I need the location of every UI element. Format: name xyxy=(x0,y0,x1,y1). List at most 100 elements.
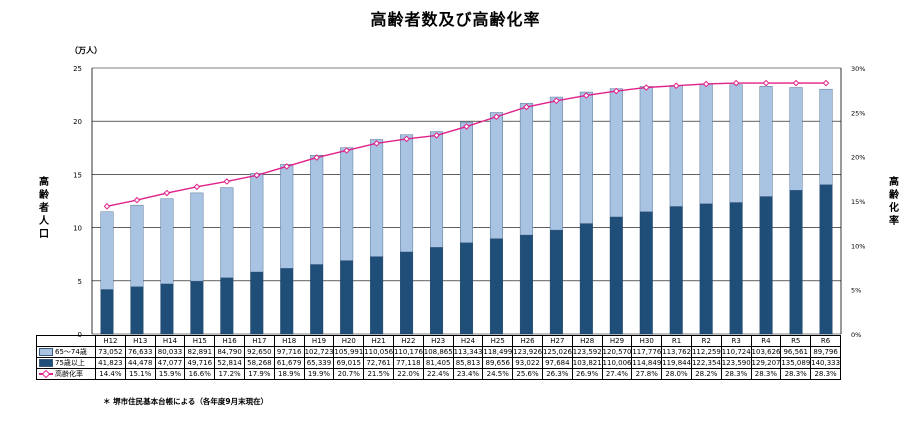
data-table: H12 H13 H14 H15 H16 H17 H18 H19 H20 H21 H22 H23 H24 H… xyxy=(36,335,841,380)
category-label: H26 xyxy=(512,335,543,347)
table-cell: 123,926 xyxy=(512,346,543,358)
bar-75-over xyxy=(160,283,174,335)
y-axis-right-label: 高齢化率 xyxy=(889,177,899,227)
table-cell: 47,077 xyxy=(154,357,186,369)
bar-75-over xyxy=(549,229,563,335)
table-row: 高齢化率 14.4% 15.1% 15.9% 16.6% 17.2% 17.9% 18.9% 1… xyxy=(36,368,841,380)
bar-75-over xyxy=(250,271,264,335)
category-label: R3 xyxy=(720,335,752,347)
table-cell: 41,823 xyxy=(95,357,126,369)
category-label: H19 xyxy=(303,335,335,347)
bar-75-over xyxy=(430,247,444,335)
table-corner xyxy=(36,335,96,347)
bar-75-over xyxy=(669,206,683,335)
y2-tick-label: 25% xyxy=(851,109,865,117)
table-header-row: H12 H13 H14 H15 H16 H17 H18 H19 H20 H21 H22 H23 H24 H… xyxy=(36,335,841,347)
table-cell: 85,813 xyxy=(452,357,484,369)
bar-75-over xyxy=(699,203,713,335)
category-label: H13 xyxy=(124,335,156,347)
legend-swatch xyxy=(39,348,53,356)
footnote: ＊ 堺市住民基本台帳による（各年度9月末現在） xyxy=(103,397,269,406)
category-label: R1 xyxy=(661,335,692,347)
y2-tick-label: 5% xyxy=(851,287,861,295)
legend-entry: 65～74歳 xyxy=(36,346,96,358)
rate-point xyxy=(553,97,560,105)
table-cell: 26.3% xyxy=(541,368,573,380)
table-cell: 26.9% xyxy=(571,368,603,380)
bar-65-74 xyxy=(340,147,354,261)
table-cell: 19.9% xyxy=(303,368,335,380)
table-cell: 72,761 xyxy=(363,357,394,369)
table-cell: 17.9% xyxy=(243,368,275,380)
category-label: H16 xyxy=(214,335,245,347)
rate-point xyxy=(583,92,590,99)
bar-65-74 xyxy=(519,102,533,236)
table-row: 75歳以上 41,823 44,478 47,077 49,716 52,814 58,26… xyxy=(36,357,841,369)
category-label: H12 xyxy=(95,335,126,347)
table-cell: 69,015 xyxy=(333,357,365,369)
table-row: 65～74歳 73,052 76,633 80,033 82,891 84,790 92,6… xyxy=(36,346,841,358)
bar-65-74 xyxy=(430,131,444,248)
bar-65-74 xyxy=(699,84,713,205)
rate-point xyxy=(343,147,350,154)
category-label: H29 xyxy=(601,335,633,347)
table-cell: 113,343 xyxy=(452,346,484,358)
category-label: H23 xyxy=(422,335,454,347)
category-label: R4 xyxy=(750,335,782,347)
legend-swatch xyxy=(39,359,53,367)
bar-75-over xyxy=(400,251,414,335)
category-label: H24 xyxy=(452,335,484,347)
table-cell: 129,207 xyxy=(750,357,782,369)
bar-65-74 xyxy=(220,187,234,279)
table-cell: 28.2% xyxy=(690,368,722,380)
bar-65-74 xyxy=(160,198,174,285)
bar-65-74 xyxy=(669,85,683,207)
y2-tick-label: 10% xyxy=(851,242,865,250)
category-label: H15 xyxy=(184,335,216,347)
legend-line-swatch xyxy=(39,371,53,377)
table-cell: 96,561 xyxy=(780,346,812,358)
table-cell: 140,333 xyxy=(810,357,841,369)
table-cell: 103,821 xyxy=(571,357,603,369)
bar-75-over xyxy=(759,196,773,335)
rate-point xyxy=(403,135,410,143)
legend-entry: 高齢化率 xyxy=(36,368,96,380)
bar-65-74 xyxy=(100,211,114,290)
bar-65-74 xyxy=(280,164,294,269)
table-cell: 73,052 xyxy=(95,346,126,358)
table-cell: 92,650 xyxy=(243,346,275,358)
bar-65-74 xyxy=(190,192,204,282)
bar-75-over xyxy=(579,223,593,335)
table-cell: 120,570 xyxy=(601,346,633,358)
rate-point xyxy=(133,196,141,204)
table-cell: 17.2% xyxy=(214,368,245,380)
rate-point xyxy=(193,183,201,191)
table-cell: 28.3% xyxy=(750,368,782,380)
bar-65-74 xyxy=(609,88,623,218)
bar-75-over xyxy=(729,202,743,335)
table-cell: 117,776 xyxy=(631,346,663,358)
table-cell: 93,022 xyxy=(512,357,543,369)
bar-65-74 xyxy=(759,86,773,197)
table-cell: 82,891 xyxy=(184,346,216,358)
table-cell: 77,118 xyxy=(392,357,424,369)
table-cell: 14.4% xyxy=(95,368,126,380)
rate-point xyxy=(612,87,620,95)
rate-point xyxy=(792,79,800,87)
bar-65-74 xyxy=(639,86,653,213)
rate-point xyxy=(672,82,680,90)
rate-point xyxy=(223,178,231,185)
bar-65-74 xyxy=(579,91,593,224)
rate-point xyxy=(253,171,261,179)
legend-label: 高齢化率 xyxy=(55,370,83,378)
table-cell: 105,991 xyxy=(333,346,365,358)
table-cell: 22.0% xyxy=(392,368,424,380)
y2-tick-label: 0% xyxy=(851,331,861,339)
category-label: R6 xyxy=(810,335,841,347)
table-cell: 65,339 xyxy=(303,357,335,369)
table-cell: 15.1% xyxy=(124,368,156,380)
rate-point xyxy=(762,79,770,87)
bar-65-74 xyxy=(310,154,324,265)
table-cell: 49,716 xyxy=(184,357,216,369)
bar-75-over xyxy=(789,190,803,335)
